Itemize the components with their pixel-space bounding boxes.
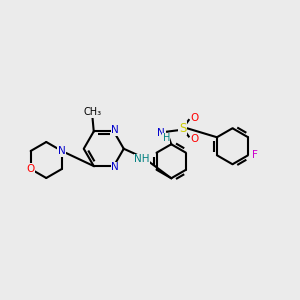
Text: N: N — [58, 146, 66, 156]
Text: CH₃: CH₃ — [83, 107, 102, 117]
Text: F: F — [252, 150, 258, 160]
Text: N: N — [158, 128, 165, 137]
Text: NH: NH — [134, 154, 150, 164]
Text: N: N — [111, 125, 119, 135]
Text: H: H — [163, 133, 170, 143]
Text: O: O — [190, 112, 199, 122]
Text: O: O — [190, 134, 199, 144]
Text: N: N — [111, 162, 119, 172]
Text: O: O — [26, 164, 35, 174]
Text: S: S — [179, 122, 186, 135]
